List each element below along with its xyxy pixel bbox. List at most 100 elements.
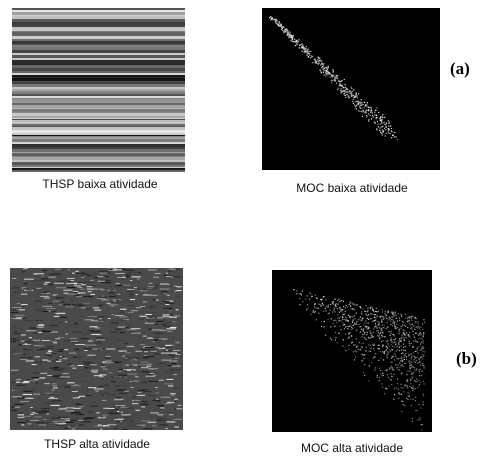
dot: [414, 338, 417, 341]
dot: [411, 361, 414, 363]
speck: [14, 403, 24, 405]
dot: [394, 321, 396, 323]
dot: [364, 110, 366, 113]
speck: [69, 419, 80, 421]
dot: [323, 320, 325, 323]
dot: [323, 310, 325, 313]
dot: [348, 336, 350, 339]
stripe: [12, 96, 185, 98]
dot: [335, 337, 337, 339]
dot: [413, 325, 415, 327]
dot: [381, 321, 383, 324]
speck: [83, 344, 94, 346]
dot: [352, 98, 354, 100]
dot: [373, 328, 375, 330]
dot: [409, 367, 411, 370]
stripe: [12, 31, 185, 32]
dot: [421, 356, 423, 358]
dot: [345, 96, 347, 99]
dot: [414, 388, 417, 390]
speck: [84, 350, 88, 352]
speck: [49, 393, 53, 395]
speck: [86, 364, 90, 366]
dot: [422, 401, 424, 403]
speck: [18, 333, 22, 335]
dot: [406, 397, 408, 399]
speck: [22, 317, 27, 319]
dot: [371, 334, 373, 336]
dot: [280, 23, 282, 26]
dot: [406, 321, 408, 323]
speck: [40, 348, 48, 350]
dot: [385, 126, 387, 128]
dot: [301, 290, 303, 292]
speck: [47, 310, 53, 312]
speck: [109, 268, 119, 270]
speck: [47, 302, 53, 304]
speck: [73, 283, 77, 285]
dot: [381, 129, 383, 131]
dot: [296, 40, 298, 42]
stripe: [12, 139, 185, 142]
dot: [370, 110, 373, 112]
dot: [375, 114, 377, 116]
dot: [387, 351, 389, 353]
dot: [391, 357, 393, 359]
dot: [359, 306, 361, 308]
speck: [100, 417, 106, 419]
dot: [381, 311, 384, 313]
speck: [125, 315, 132, 317]
dot: [394, 359, 396, 361]
dot: [344, 310, 347, 312]
speck: [29, 401, 34, 403]
dot: [400, 352, 403, 355]
dot: [416, 350, 418, 352]
speck: [36, 412, 47, 414]
speck: [14, 406, 21, 408]
dot: [418, 384, 420, 386]
dot: [373, 356, 375, 358]
speck: [154, 323, 159, 325]
dot: [364, 374, 366, 377]
speck: [94, 309, 102, 311]
dot: [420, 356, 422, 358]
dot: [344, 90, 346, 92]
stripe: [12, 116, 185, 118]
dot: [380, 328, 382, 330]
dot: [366, 315, 368, 317]
dot: [348, 333, 350, 335]
dot: [401, 372, 403, 374]
dot: [417, 419, 419, 421]
speck: [58, 408, 67, 410]
dot: [349, 90, 351, 92]
speck: [148, 328, 152, 330]
speck: [163, 307, 173, 309]
dot: [379, 333, 381, 335]
dot: [382, 351, 384, 353]
dot: [400, 313, 402, 316]
dot: [360, 319, 362, 321]
speck: [38, 324, 44, 326]
dot: [414, 361, 417, 363]
dot: [343, 323, 346, 326]
speck: [158, 302, 163, 304]
speck: [116, 397, 121, 399]
stripe: [12, 147, 185, 149]
speck: [86, 363, 94, 365]
dot: [388, 368, 391, 370]
speck: [21, 382, 30, 384]
dot: [401, 349, 403, 351]
stripe: [12, 32, 185, 35]
dot: [422, 362, 424, 365]
speck: [109, 331, 118, 333]
dot: [274, 20, 277, 22]
speck: [127, 425, 137, 427]
stripe: [12, 65, 185, 68]
speck: [34, 379, 39, 381]
dot: [306, 49, 308, 51]
speck: [84, 367, 89, 369]
dot: [295, 40, 297, 43]
dot: [345, 316, 347, 319]
dot: [382, 327, 384, 329]
dot: [287, 33, 289, 36]
